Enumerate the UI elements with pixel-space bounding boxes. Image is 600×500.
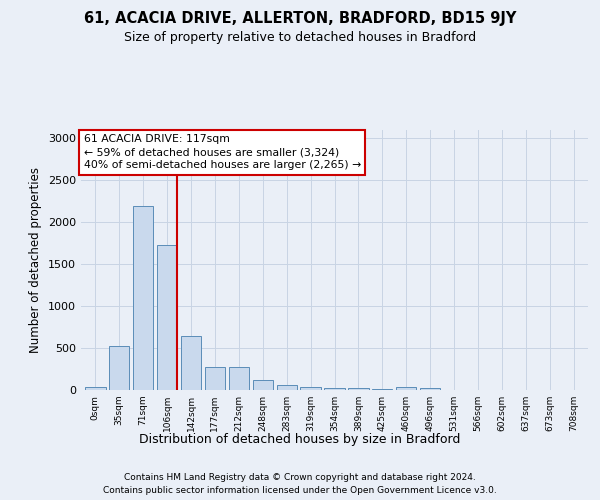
Text: Distribution of detached houses by size in Bradford: Distribution of detached houses by size …	[139, 432, 461, 446]
Bar	[396, 388, 416, 390]
Bar	[277, 385, 297, 390]
Bar	[181, 336, 201, 390]
Bar	[85, 388, 106, 390]
Bar	[420, 388, 440, 390]
Bar	[325, 388, 344, 390]
Bar	[133, 206, 154, 390]
Text: 61, ACACIA DRIVE, ALLERTON, BRADFORD, BD15 9JY: 61, ACACIA DRIVE, ALLERTON, BRADFORD, BD…	[84, 11, 516, 26]
Bar	[348, 388, 368, 390]
Bar	[157, 245, 177, 390]
Bar	[253, 380, 273, 390]
Bar	[205, 366, 225, 390]
Bar	[109, 346, 130, 390]
Y-axis label: Number of detached properties: Number of detached properties	[29, 167, 43, 353]
Text: Size of property relative to detached houses in Bradford: Size of property relative to detached ho…	[124, 31, 476, 44]
Bar	[229, 366, 249, 390]
Bar	[301, 387, 321, 390]
Bar	[372, 389, 392, 390]
Text: Contains HM Land Registry data © Crown copyright and database right 2024.: Contains HM Land Registry data © Crown c…	[124, 472, 476, 482]
Text: 61 ACACIA DRIVE: 117sqm
← 59% of detached houses are smaller (3,324)
40% of semi: 61 ACACIA DRIVE: 117sqm ← 59% of detache…	[83, 134, 361, 170]
Text: Contains public sector information licensed under the Open Government Licence v3: Contains public sector information licen…	[103, 486, 497, 495]
